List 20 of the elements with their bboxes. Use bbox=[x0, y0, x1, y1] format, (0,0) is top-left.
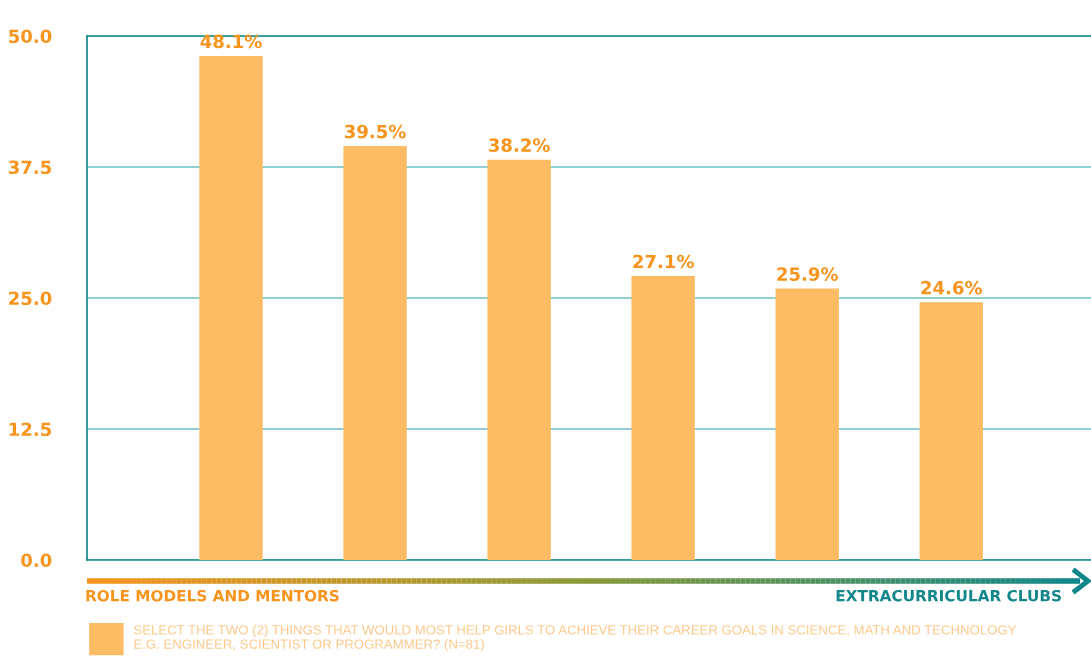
data-label: 48.1% bbox=[200, 34, 262, 49]
bar bbox=[199, 55, 263, 560]
data-label: 27.1% bbox=[633, 254, 694, 269]
y-tick-label: 25.0 bbox=[9, 291, 52, 306]
y-tick-label: 0.0 bbox=[21, 553, 52, 568]
bar bbox=[775, 288, 839, 560]
y-tick-label: 50.0 bbox=[9, 29, 52, 44]
text: ROLE MODELS AND MENTORS bbox=[86, 589, 339, 602]
data-label: 38.2% bbox=[489, 138, 550, 152]
y-tick-label: 12.5 bbox=[9, 422, 52, 437]
y-tick-label: 37.5 bbox=[8, 160, 52, 175]
data-label: 24.6% bbox=[921, 280, 983, 295]
data-label: 25.9% bbox=[777, 267, 838, 281]
bar bbox=[919, 302, 983, 560]
text: EXTRACURRICULAR CLUBS bbox=[836, 589, 1061, 602]
bar bbox=[487, 159, 551, 560]
data-label: 39.5% bbox=[344, 124, 406, 139]
legend-label: SELECT THE TWO (2) THINGS THAT WOULD MOST HELP GIRLS TO ACHIEVE THEIR CAREER GOALS IN SCIENCE, MATH AND TECHNOLOGY E.G. ENGINEER, SCIENTIST OR PROGRAMMER? (N=81) bbox=[134, 624, 1017, 652]
bar bbox=[631, 275, 695, 560]
bar bbox=[343, 146, 407, 560]
